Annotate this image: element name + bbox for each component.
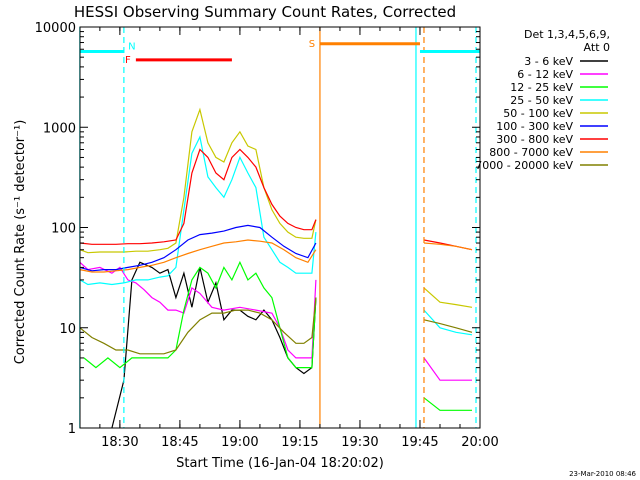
attenuator-bars-layer: NF S [79, 39, 480, 66]
legend-label-8: 7000 - 20000 keV [475, 159, 573, 172]
y-tick-label-2: 100 [51, 222, 76, 237]
series-layer [79, 107, 473, 429]
y-tick-label-0: 1 [68, 422, 76, 437]
series-line-0-segment-0 [111, 261, 317, 429]
ticks-layer: 1 10 100 1000 10000 18:30 18:45 19:00 19:15 19:30… [35, 21, 499, 450]
x-tick-label-4: 19:30 [341, 435, 378, 450]
x-tick-label-5: 19:45 [401, 435, 438, 450]
legend-label-2: 12 - 25 keV [510, 81, 573, 94]
series-line-3-segment-0 [79, 135, 317, 286]
legend-label-4: 50 - 100 keV [503, 107, 573, 120]
series-line-6-segment-0 [79, 148, 317, 245]
series-line-8-segment-1 [423, 319, 473, 333]
series-line-7-segment-0 [79, 239, 317, 273]
series-line-4-segment-0 [79, 107, 317, 254]
y-tick-label-1: 10 [59, 322, 76, 337]
series-line-4-segment-1 [423, 287, 473, 308]
series-line-5-segment-0 [79, 224, 317, 272]
legend-label-0: 3 - 6 keV [524, 55, 573, 68]
x-tick-label-1: 18:45 [161, 435, 198, 450]
y-tick-label-3: 1000 [43, 121, 76, 136]
attenuator-label-0: N [128, 41, 135, 52]
series-line-2-segment-1 [423, 397, 472, 411]
series-line-2-segment-0 [83, 260, 317, 369]
generation-timestamp: 23-Mar-2010 08:46 [569, 470, 636, 478]
markers-layer [79, 27, 477, 428]
plot-frame [79, 26, 481, 429]
series-line-7-segment-1 [423, 242, 473, 251]
legend-label-1: 6 - 12 keV [517, 68, 573, 81]
legend-label-3: 25 - 50 keV [510, 94, 573, 107]
series-line-8-segment-0 [79, 297, 317, 355]
attenuator-label-1: F [125, 55, 131, 66]
x-tick-label-0: 18:30 [101, 435, 138, 450]
legend-label-6: 300 - 800 keV [496, 133, 573, 146]
legend-header-line-2: Att 0 [584, 41, 610, 54]
legend-label-5: 100 - 300 keV [496, 120, 573, 133]
attenuator-label-2: S [309, 39, 315, 50]
legend-header-line-1: Det 1,3,4,5,6,9, [524, 28, 610, 41]
y-axis-label: Corrected Count Rate (s⁻¹ detector⁻¹) [13, 120, 28, 365]
legend-label-7: 800 - 7000 keV [489, 146, 573, 159]
series-line-1-segment-0 [79, 261, 317, 359]
y-tick-label-4: 10000 [35, 21, 76, 36]
chart-title: HESSI Observing Summary Count Rates, Cor… [74, 3, 456, 21]
series-line-1-segment-1 [423, 357, 472, 381]
x-tick-label-6: 20:00 [461, 435, 498, 450]
x-axis-label: Start Time (16-Jan-04 18:20:02) [176, 456, 384, 471]
series-line-3-segment-1 [423, 309, 473, 336]
x-tick-label-2: 19:00 [221, 435, 258, 450]
x-tick-label-3: 19:15 [281, 435, 318, 450]
